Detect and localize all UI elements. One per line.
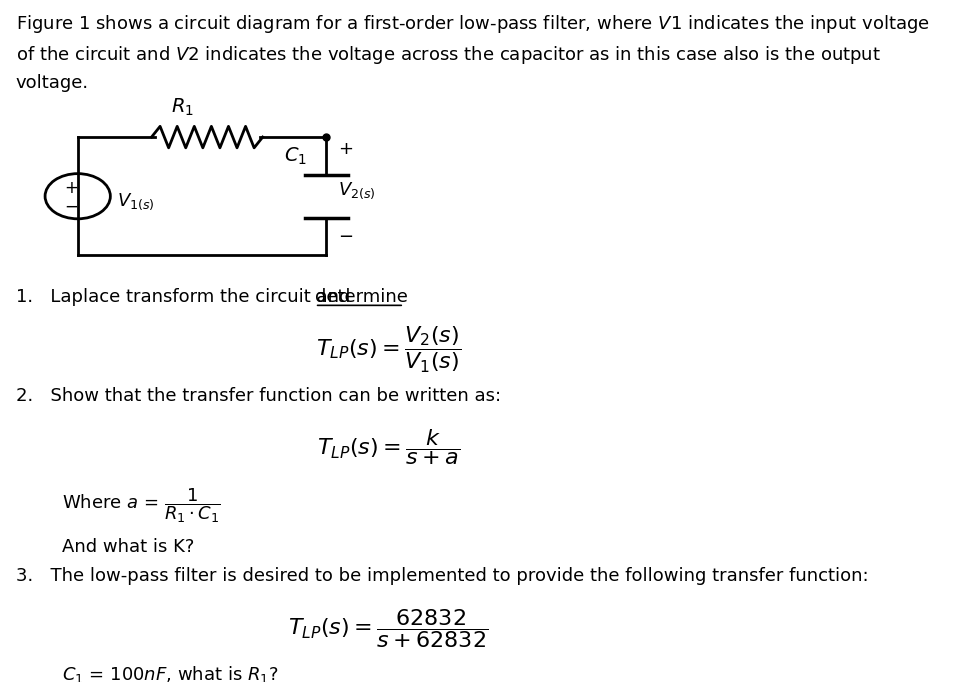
Text: $C_1$ = 100$nF$, what is $R_1$?: $C_1$ = 100$nF$, what is $R_1$? — [62, 664, 279, 682]
Text: 2.   Show that the transfer function can be written as:: 2. Show that the transfer function can b… — [15, 387, 501, 405]
Text: Where $a$ = $\dfrac{1}{R_1 \cdot C_1}$: Where $a$ = $\dfrac{1}{R_1 \cdot C_1}$ — [62, 486, 221, 525]
Text: $T_{LP}(s) = \dfrac{62832}{s + 62832}$: $T_{LP}(s) = \dfrac{62832}{s + 62832}$ — [288, 608, 488, 651]
Text: $R_1$: $R_1$ — [171, 97, 194, 118]
Text: Figure 1 shows a circuit diagram for a first-order low-pass filter, where $\math: Figure 1 shows a circuit diagram for a f… — [15, 14, 929, 92]
Text: $T_{LP}(s) = \dfrac{k}{s + a}$: $T_{LP}(s) = \dfrac{k}{s + a}$ — [317, 428, 460, 467]
Text: 1.   Laplace transform the circuit and: 1. Laplace transform the circuit and — [15, 288, 356, 306]
Text: $V_{1(s)}$: $V_{1(s)}$ — [116, 191, 154, 212]
Text: +: + — [64, 179, 79, 197]
Text: $T_{LP}(s) = \dfrac{V_2(s)}{V_1(s)}$: $T_{LP}(s) = \dfrac{V_2(s)}{V_1(s)}$ — [316, 325, 461, 375]
Text: +: + — [338, 140, 353, 158]
Text: $-$: $-$ — [338, 226, 354, 243]
Text: determine: determine — [315, 288, 407, 306]
Text: And what is K?: And what is K? — [62, 537, 194, 556]
Text: $V_{2(s)}$: $V_{2(s)}$ — [338, 181, 376, 201]
Text: $-$: $-$ — [64, 197, 79, 215]
Text: 3.   The low-pass filter is desired to be implemented to provide the following t: 3. The low-pass filter is desired to be … — [15, 567, 868, 585]
Text: $C_1$: $C_1$ — [283, 145, 307, 166]
